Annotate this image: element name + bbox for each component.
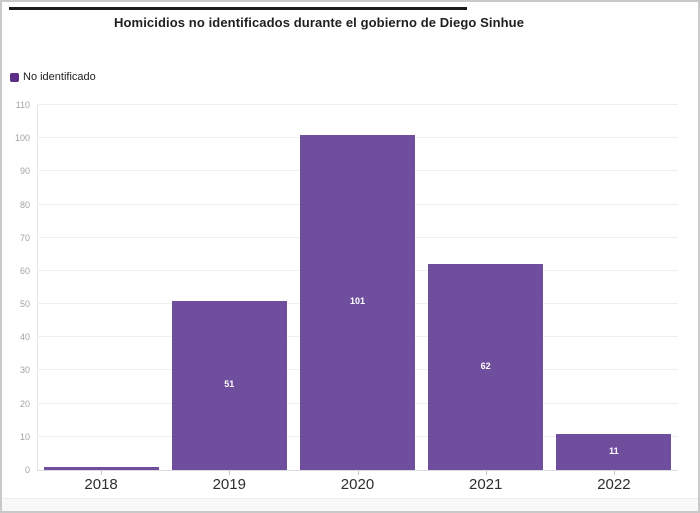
x-tick-label-2022: 2022 <box>597 476 631 493</box>
y-tick-label-30: 30 <box>19 365 30 376</box>
x-tick-mark-2022 <box>613 471 615 475</box>
y-axis-line <box>37 105 38 470</box>
x-tick-mark-2019 <box>229 471 231 475</box>
y-tick-label-10: 10 <box>19 431 30 442</box>
y-tick-label-60: 60 <box>19 265 30 276</box>
x-axis-tick-labels: 2018 2019 2020 2021 2022 <box>37 476 678 496</box>
bar-value-label-2022: 11 <box>609 445 619 456</box>
x-tick-label-2020: 2020 <box>340 476 375 493</box>
legend: No identificado <box>10 71 96 83</box>
y-tick-label-0: 0 <box>24 465 30 475</box>
bar-value-label-2019: 51 <box>224 379 235 390</box>
footer-strip <box>2 498 698 511</box>
y-tick-label-50: 50 <box>19 299 30 310</box>
chart-title: Homicidios no identificados durante el g… <box>114 15 525 30</box>
y-tick-label-90: 90 <box>19 166 30 177</box>
legend-swatch-icon <box>10 72 19 82</box>
bar-value-label-2020: 101 <box>349 296 366 307</box>
bar-2021: 62 <box>428 264 544 470</box>
y-tick-label-70: 70 <box>19 232 30 243</box>
y-axis-tick-labels: 0 10 20 30 40 50 60 70 80 90 100 110 <box>2 100 30 475</box>
plot-area: 51 101 62 11 <box>37 104 678 471</box>
gridline-y-110 <box>37 104 678 105</box>
y-tick-label-20: 20 <box>19 398 30 409</box>
bar-value-label-2021: 62 <box>480 361 491 372</box>
y-tick-label-40: 40 <box>19 332 30 343</box>
title-rule <box>9 7 467 10</box>
x-tick-label-2019: 2019 <box>212 476 246 493</box>
gridline-y-0 <box>37 470 678 471</box>
x-tick-mark-2020 <box>357 471 359 475</box>
x-tick-mark-2018 <box>101 471 103 475</box>
x-tick-label-2018: 2018 <box>84 476 118 493</box>
bar-2018 <box>43 466 159 470</box>
x-tick-mark-2021 <box>485 471 487 475</box>
y-tick-label-110: 110 <box>15 100 30 110</box>
bar-2022: 11 <box>556 433 672 470</box>
x-tick-label-2021: 2021 <box>469 476 503 493</box>
bar-2020: 101 <box>300 134 415 470</box>
y-tick-label-100: 100 <box>14 133 30 144</box>
y-tick-label-80: 80 <box>19 199 30 210</box>
bar-2019: 51 <box>171 300 287 470</box>
legend-label: No identificado <box>23 71 96 83</box>
